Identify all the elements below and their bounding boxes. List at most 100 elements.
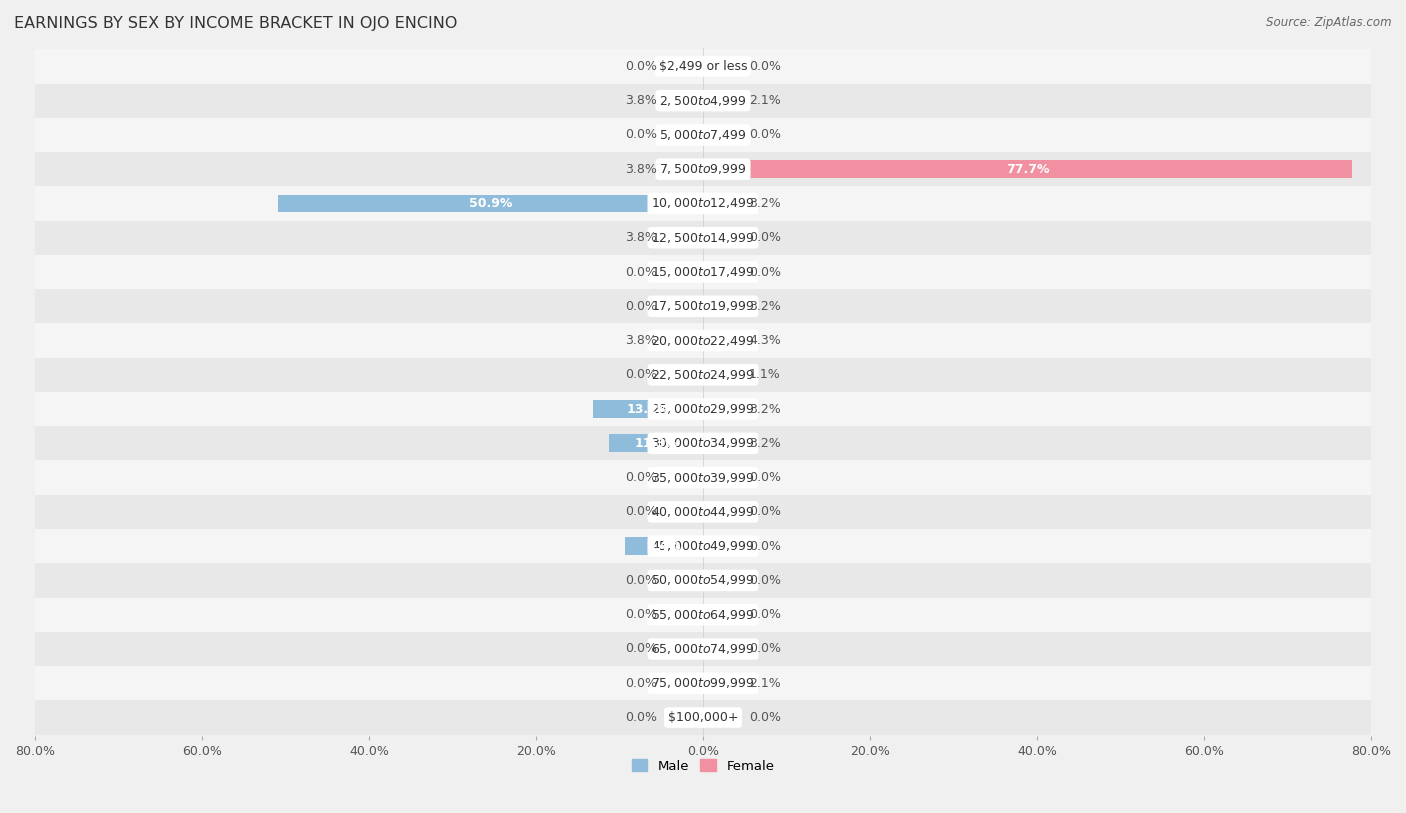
- Bar: [703, 400, 730, 418]
- Text: $30,000 to $34,999: $30,000 to $34,999: [651, 437, 755, 450]
- Bar: [703, 674, 720, 692]
- Bar: [671, 332, 703, 350]
- Text: 3.2%: 3.2%: [749, 402, 780, 415]
- Text: $20,000 to $22,499: $20,000 to $22,499: [651, 333, 755, 347]
- Bar: [35, 358, 1371, 392]
- Text: 0.0%: 0.0%: [749, 506, 780, 519]
- Text: 0.0%: 0.0%: [749, 711, 780, 724]
- Bar: [671, 92, 703, 110]
- Text: 2.1%: 2.1%: [749, 94, 780, 107]
- Text: 0.0%: 0.0%: [626, 676, 657, 689]
- Text: 0.0%: 0.0%: [626, 266, 657, 279]
- Bar: [703, 194, 730, 212]
- Text: 0.0%: 0.0%: [749, 471, 780, 484]
- Bar: [35, 152, 1371, 186]
- Text: 0.0%: 0.0%: [749, 231, 780, 244]
- Bar: [35, 254, 1371, 289]
- Bar: [703, 298, 730, 315]
- Bar: [671, 160, 703, 178]
- Text: 3.8%: 3.8%: [626, 231, 657, 244]
- Bar: [703, 434, 730, 452]
- Bar: [35, 666, 1371, 701]
- Text: $100,000+: $100,000+: [668, 711, 738, 724]
- Text: 1.1%: 1.1%: [749, 368, 780, 381]
- Bar: [35, 186, 1371, 220]
- Text: 0.0%: 0.0%: [626, 506, 657, 519]
- Text: 13.2%: 13.2%: [626, 402, 669, 415]
- Bar: [35, 598, 1371, 632]
- Text: $7,500 to $9,999: $7,500 to $9,999: [659, 162, 747, 176]
- Bar: [35, 563, 1371, 598]
- Text: 0.0%: 0.0%: [749, 266, 780, 279]
- Text: 3.8%: 3.8%: [626, 163, 657, 176]
- Bar: [35, 701, 1371, 735]
- Text: 0.0%: 0.0%: [749, 540, 780, 553]
- Text: $2,500 to $4,999: $2,500 to $4,999: [659, 93, 747, 107]
- Bar: [624, 537, 703, 555]
- Text: $15,000 to $17,499: $15,000 to $17,499: [651, 265, 755, 279]
- Text: 3.2%: 3.2%: [749, 300, 780, 313]
- Bar: [703, 92, 720, 110]
- Text: 0.0%: 0.0%: [626, 60, 657, 73]
- Text: 0.0%: 0.0%: [626, 608, 657, 621]
- Text: 0.0%: 0.0%: [749, 608, 780, 621]
- Bar: [35, 84, 1371, 118]
- Bar: [703, 332, 740, 350]
- Text: 0.0%: 0.0%: [626, 711, 657, 724]
- Text: 3.8%: 3.8%: [626, 334, 657, 347]
- Text: 3.2%: 3.2%: [749, 437, 780, 450]
- Bar: [35, 495, 1371, 529]
- Text: 0.0%: 0.0%: [749, 60, 780, 73]
- Text: $45,000 to $49,999: $45,000 to $49,999: [651, 539, 755, 553]
- Text: $2,499 or less: $2,499 or less: [659, 60, 747, 73]
- Text: $55,000 to $64,999: $55,000 to $64,999: [651, 608, 755, 622]
- Text: $75,000 to $99,999: $75,000 to $99,999: [651, 676, 755, 690]
- Bar: [593, 400, 703, 418]
- Text: $10,000 to $12,499: $10,000 to $12,499: [651, 197, 755, 211]
- Bar: [35, 324, 1371, 358]
- Text: $22,500 to $24,999: $22,500 to $24,999: [651, 367, 755, 382]
- Text: $35,000 to $39,999: $35,000 to $39,999: [651, 471, 755, 485]
- Text: 0.0%: 0.0%: [626, 300, 657, 313]
- Bar: [609, 434, 703, 452]
- Text: Source: ZipAtlas.com: Source: ZipAtlas.com: [1267, 16, 1392, 29]
- Text: $12,500 to $14,999: $12,500 to $14,999: [651, 231, 755, 245]
- Text: $17,500 to $19,999: $17,500 to $19,999: [651, 299, 755, 313]
- Bar: [671, 228, 703, 246]
- Text: 3.2%: 3.2%: [749, 197, 780, 210]
- Text: $25,000 to $29,999: $25,000 to $29,999: [651, 402, 755, 416]
- Bar: [703, 366, 713, 384]
- Bar: [35, 632, 1371, 666]
- Text: $40,000 to $44,999: $40,000 to $44,999: [651, 505, 755, 519]
- Text: $50,000 to $54,999: $50,000 to $54,999: [651, 573, 755, 588]
- Text: $5,000 to $7,499: $5,000 to $7,499: [659, 128, 747, 142]
- Text: 0.0%: 0.0%: [626, 642, 657, 655]
- Bar: [35, 426, 1371, 460]
- Text: 0.0%: 0.0%: [626, 471, 657, 484]
- Text: 2.1%: 2.1%: [749, 676, 780, 689]
- Text: $65,000 to $74,999: $65,000 to $74,999: [651, 642, 755, 656]
- Text: 0.0%: 0.0%: [626, 574, 657, 587]
- Bar: [35, 289, 1371, 324]
- Text: 50.9%: 50.9%: [468, 197, 512, 210]
- Bar: [35, 220, 1371, 254]
- Text: 3.8%: 3.8%: [626, 94, 657, 107]
- Bar: [35, 118, 1371, 152]
- Text: EARNINGS BY SEX BY INCOME BRACKET IN OJO ENCINO: EARNINGS BY SEX BY INCOME BRACKET IN OJO…: [14, 16, 457, 31]
- Text: 0.0%: 0.0%: [626, 368, 657, 381]
- Bar: [35, 50, 1371, 84]
- Text: 4.3%: 4.3%: [749, 334, 780, 347]
- Bar: [35, 460, 1371, 495]
- Bar: [35, 529, 1371, 563]
- Text: 77.7%: 77.7%: [1005, 163, 1049, 176]
- Text: 0.0%: 0.0%: [749, 128, 780, 141]
- Text: 0.0%: 0.0%: [749, 642, 780, 655]
- Text: 9.4%: 9.4%: [647, 540, 681, 553]
- Bar: [35, 392, 1371, 426]
- Text: 11.3%: 11.3%: [634, 437, 678, 450]
- Legend: Male, Female: Male, Female: [626, 754, 780, 778]
- Bar: [278, 194, 703, 212]
- Text: 0.0%: 0.0%: [749, 574, 780, 587]
- Bar: [703, 160, 1351, 178]
- Text: 0.0%: 0.0%: [626, 128, 657, 141]
